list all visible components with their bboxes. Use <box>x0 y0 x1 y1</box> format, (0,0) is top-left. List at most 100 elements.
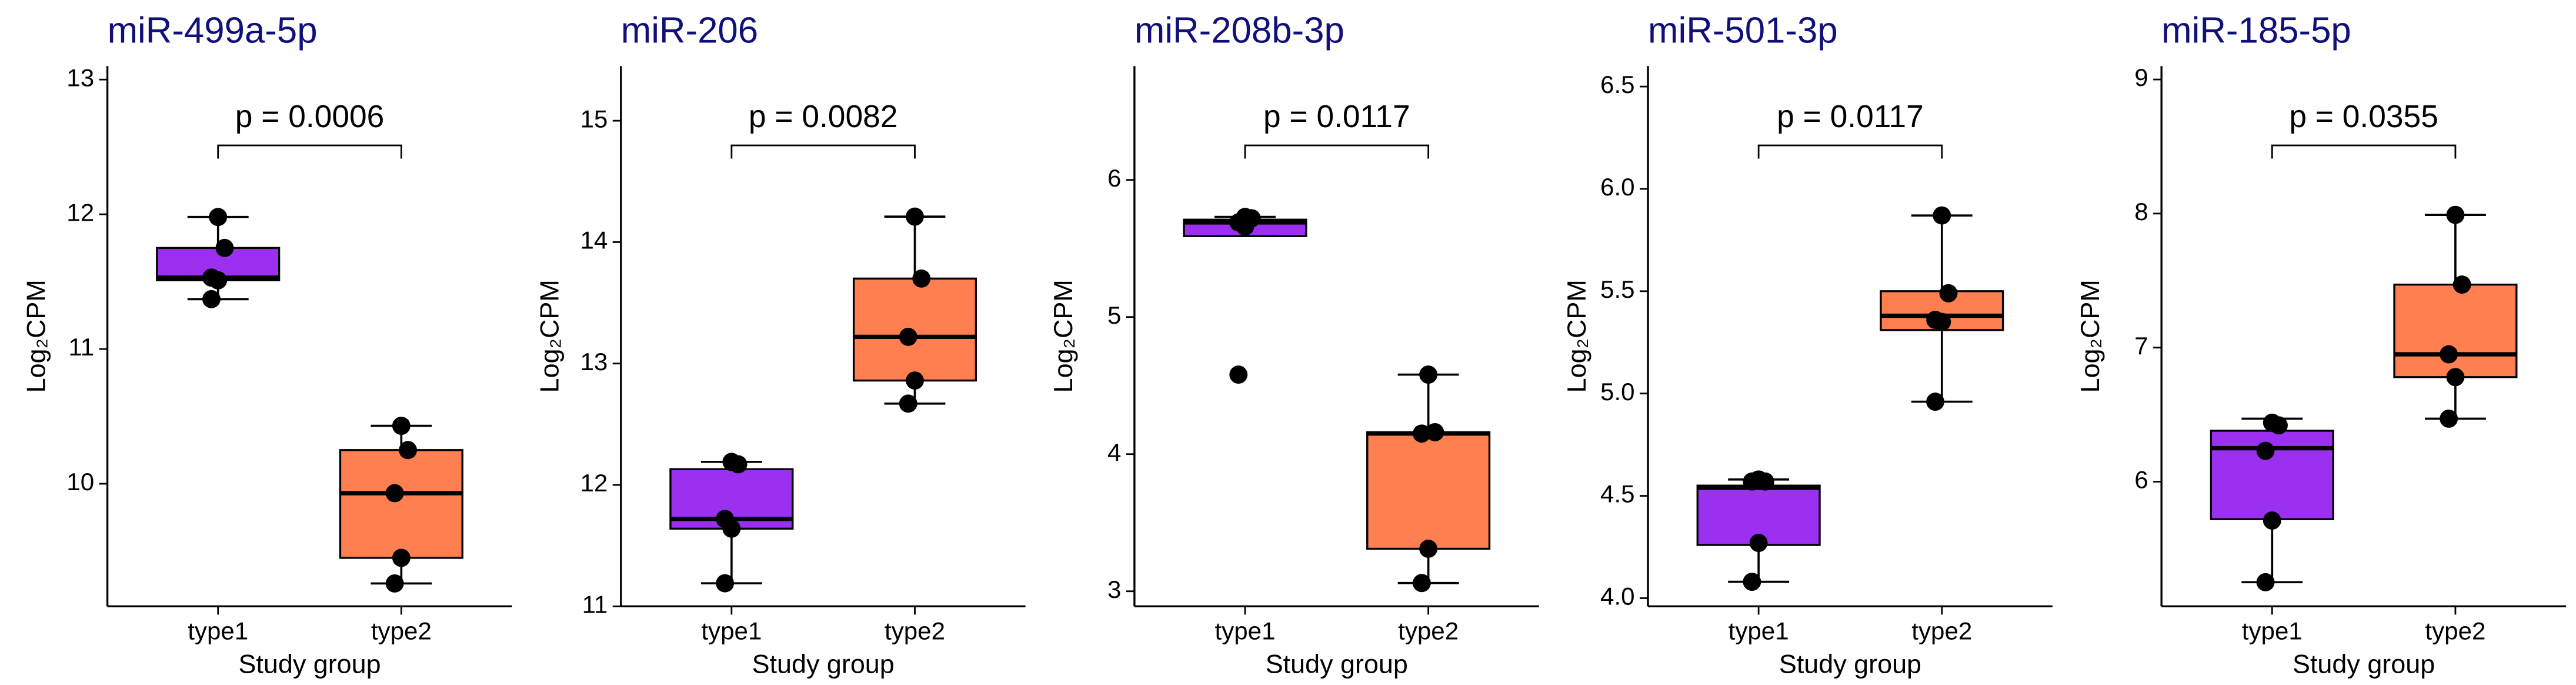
data-point <box>2263 511 2281 530</box>
panel-title: miR-185-5p <box>2161 10 2351 51</box>
data-point <box>2256 441 2275 460</box>
y-tick-label: 4 <box>1107 438 1121 466</box>
x-tick-label: type2 <box>2425 617 2485 644</box>
data-point <box>722 519 741 538</box>
p-value: p = 0.0117 <box>1263 99 1410 134</box>
x-tick-label: type1 <box>1214 617 1275 644</box>
data-point <box>1933 206 1951 225</box>
data-point <box>899 327 917 346</box>
y-tick-label: 3 <box>1107 576 1121 603</box>
box <box>2393 283 2518 378</box>
data-point <box>2440 345 2458 364</box>
data-point <box>385 484 404 503</box>
data-point <box>899 394 917 413</box>
y-tick-label: 11 <box>68 333 94 361</box>
data-point <box>2446 368 2465 387</box>
x-tick-label: type1 <box>1729 617 1789 644</box>
box <box>339 449 463 559</box>
data-point <box>209 271 228 290</box>
y-tick-label: 11 <box>582 590 608 618</box>
data-point <box>2446 205 2465 224</box>
x-tick-label: type2 <box>1911 617 1972 644</box>
data-point <box>1412 574 1431 593</box>
x-tick-label: type2 <box>885 617 945 644</box>
data-point <box>2452 275 2471 294</box>
data-point <box>1236 217 1254 236</box>
p-bracket <box>1244 144 1430 159</box>
x-axis-label: Study group <box>2293 649 2435 679</box>
p-bracket <box>730 144 916 159</box>
data-point <box>1412 424 1431 443</box>
y-axis-label: Log₂CPM <box>1048 280 1078 393</box>
p-value: p = 0.0006 <box>235 99 385 134</box>
data-point <box>385 574 404 593</box>
data-point <box>1419 540 1438 558</box>
y-tick-label: 13 <box>66 64 94 91</box>
y-tick-label: 4.5 <box>1600 480 1635 508</box>
data-point <box>1933 312 1951 331</box>
panel-title: miR-499a-5p <box>108 10 318 51</box>
p-value: p = 0.0117 <box>1777 99 1924 134</box>
data-point <box>202 290 221 308</box>
x-axis-label: Study group <box>752 649 895 679</box>
data-point <box>2270 416 2288 435</box>
panel-title: miR-208b-3p <box>1134 10 1344 51</box>
data-point <box>1229 365 1248 384</box>
y-tick-label: 13 <box>580 348 608 375</box>
y-tick-label: 9 <box>2134 64 2148 91</box>
data-point <box>906 371 924 390</box>
box <box>1366 431 1491 550</box>
x-tick-label: type1 <box>2242 617 2303 644</box>
data-point <box>1419 365 1438 384</box>
y-axis-label: Log₂CPM <box>21 280 51 393</box>
data-point <box>1743 573 1761 591</box>
y-tick-label: 5.0 <box>1600 378 1635 405</box>
data-point <box>912 269 931 288</box>
y-axis-label: Log₂CPM <box>535 280 565 393</box>
y-tick-label: 12 <box>580 469 608 497</box>
p-value: p = 0.0355 <box>2289 99 2438 134</box>
x-axis-label: Study group <box>1779 649 1921 679</box>
y-tick-label: 14 <box>580 227 608 254</box>
y-axis-label: Log₂CPM <box>1561 280 1591 393</box>
box <box>852 277 977 382</box>
x-tick-label: type1 <box>701 617 762 644</box>
data-point <box>729 455 748 474</box>
y-tick-label: 6.5 <box>1600 71 1635 98</box>
data-point <box>1743 472 1761 491</box>
p-bracket <box>2271 144 2457 159</box>
data-point <box>392 548 411 567</box>
y-tick-label: 10 <box>66 468 94 496</box>
y-tick-label: 8 <box>2134 198 2148 225</box>
data-point <box>716 574 735 593</box>
y-tick-label: 15 <box>580 105 608 132</box>
data-point <box>1939 284 1958 302</box>
y-tick-label: 4.0 <box>1600 583 1635 610</box>
data-point <box>392 417 411 435</box>
data-point <box>399 441 418 460</box>
y-tick-label: 12 <box>66 198 94 226</box>
p-bracket <box>217 144 402 159</box>
y-tick-label: 6 <box>1107 164 1121 192</box>
data-point <box>209 208 228 227</box>
y-tick-label: 5.5 <box>1600 275 1635 303</box>
x-axis-label: Study group <box>238 649 381 679</box>
box <box>2210 430 2334 520</box>
p-bracket <box>1757 144 1943 159</box>
data-point <box>2440 409 2458 428</box>
x-tick-label: type2 <box>1398 617 1459 644</box>
y-tick-label: 6.0 <box>1600 173 1635 201</box>
x-tick-label: type2 <box>371 617 432 644</box>
panel-title: miR-206 <box>621 10 758 51</box>
x-tick-label: type1 <box>188 617 248 644</box>
data-point <box>1426 423 1444 441</box>
data-point <box>2256 573 2275 591</box>
data-point <box>906 207 924 226</box>
y-tick-label: 5 <box>1107 301 1121 329</box>
data-point <box>1926 393 1944 411</box>
x-axis-label: Study group <box>1266 649 1408 679</box>
y-tick-label: 7 <box>2134 332 2148 360</box>
y-tick-label: 6 <box>2134 466 2148 494</box>
